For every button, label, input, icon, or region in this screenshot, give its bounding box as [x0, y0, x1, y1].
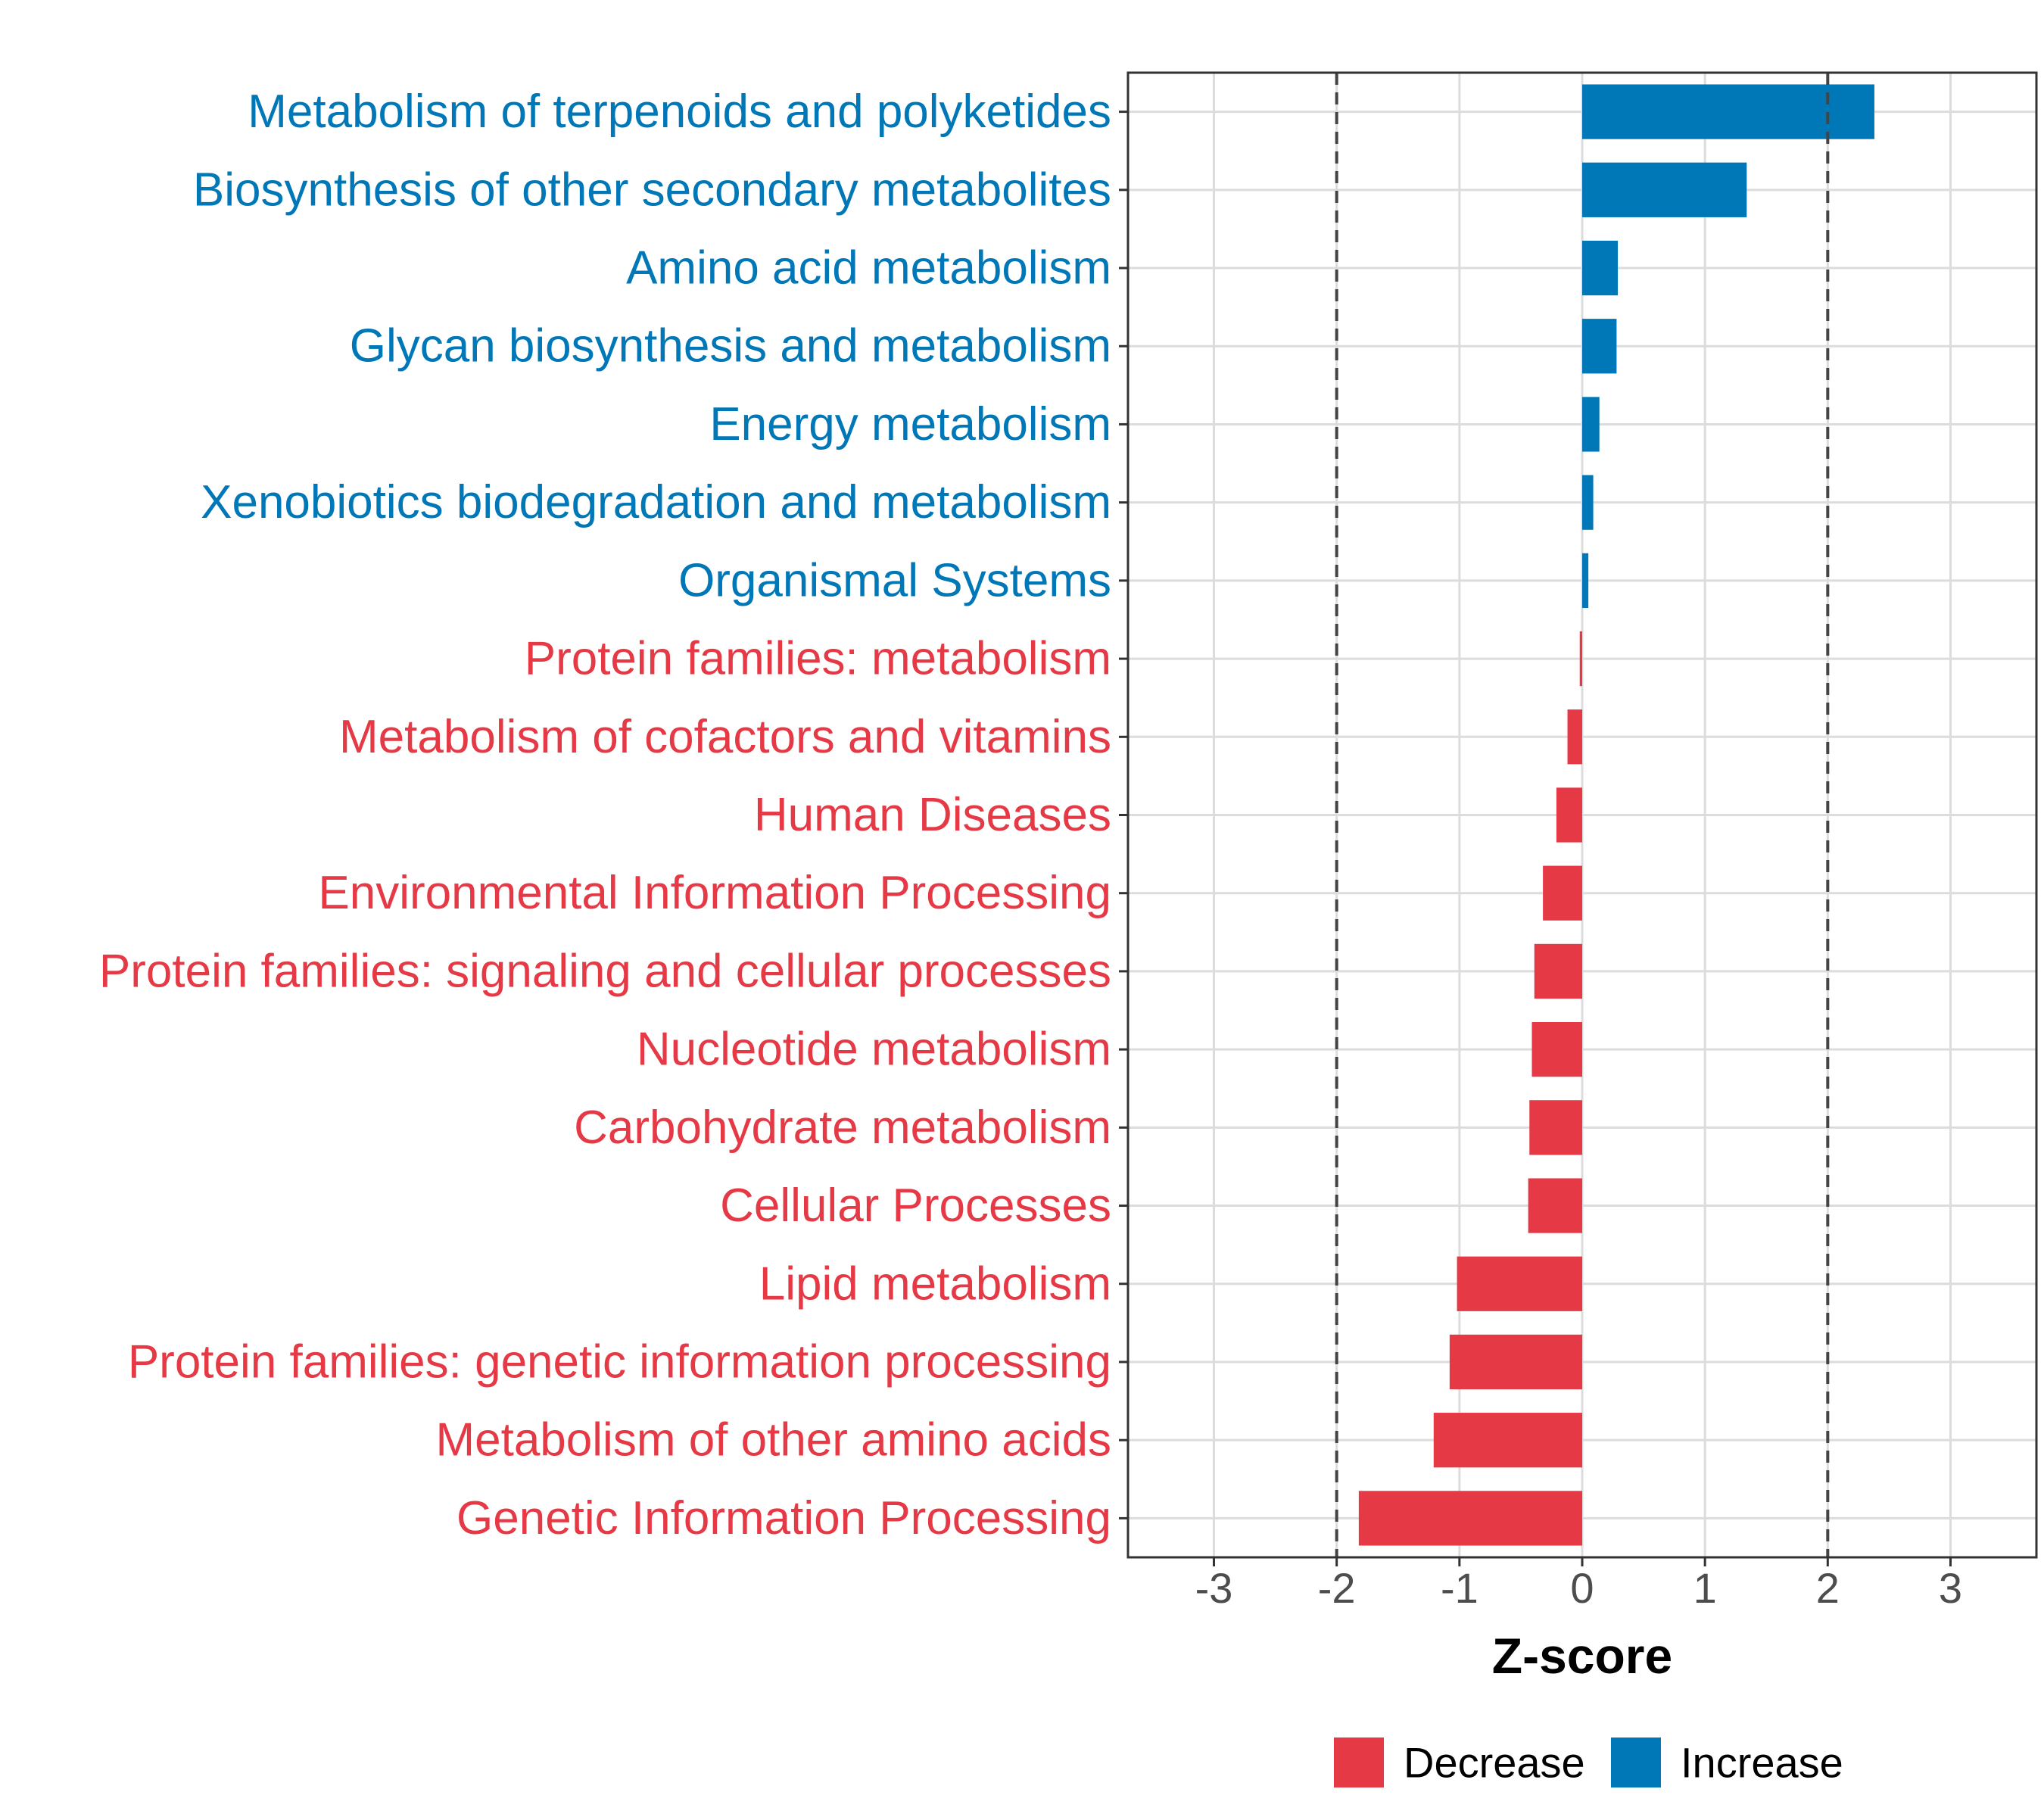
bar — [1433, 1413, 1582, 1468]
x-axis-title: Z-score — [1492, 1628, 1672, 1684]
category-label: Metabolism of terpenoids and polyketides — [248, 86, 1111, 138]
legend-label: Decrease — [1404, 1739, 1585, 1787]
x-tick-label: 0 — [1570, 1564, 1594, 1612]
category-label: Amino acid metabolism — [626, 242, 1111, 295]
bar — [1543, 865, 1582, 921]
bar — [1528, 1178, 1582, 1233]
bar — [1582, 553, 1589, 608]
bar — [1531, 1022, 1582, 1077]
bars — [1358, 84, 1874, 1546]
category-labels: Metabolism of terpenoids and polyketides… — [99, 86, 1128, 1544]
legend: Decrease Increase — [1334, 1738, 1843, 1787]
category-label: Environmental Information Processing — [318, 867, 1111, 919]
category-label: Xenobiotics biodegradation and metabolis… — [201, 476, 1111, 528]
category-label: Cellular Processes — [720, 1180, 1111, 1232]
category-label: Glycan biosynthesis and metabolism — [350, 320, 1111, 372]
reference-lines — [1335, 73, 1830, 1557]
category-label: Protein families: genetic information pr… — [128, 1335, 1111, 1388]
x-tick-label: -3 — [1195, 1564, 1233, 1612]
category-label: Carbohydrate metabolism — [574, 1102, 1111, 1154]
bar — [1582, 475, 1594, 530]
category-label: Protein families: signaling and cellular… — [99, 945, 1111, 997]
bar — [1529, 1100, 1582, 1155]
bar — [1582, 84, 1874, 139]
x-axis-ticks: -3 -2 -1 0 1 2 3 — [1195, 1557, 1962, 1612]
bar — [1358, 1491, 1582, 1546]
bar — [1457, 1256, 1582, 1311]
category-label: Biosynthesis of other secondary metaboli… — [193, 164, 1111, 216]
legend-swatch — [1334, 1738, 1384, 1787]
legend-label: Increase — [1681, 1739, 1843, 1787]
x-tick-label: 2 — [1816, 1564, 1840, 1612]
bar — [1567, 709, 1582, 765]
bar — [1582, 240, 1619, 296]
category-label: Genetic Information Processing — [456, 1492, 1111, 1544]
category-label: Metabolism of cofactors and vitamins — [339, 711, 1111, 763]
legend-swatch — [1611, 1738, 1661, 1787]
category-label: Protein families: metabolism — [525, 633, 1111, 685]
bar — [1449, 1334, 1582, 1390]
bar — [1582, 162, 1747, 217]
bar — [1582, 397, 1600, 452]
bar — [1579, 631, 1582, 687]
category-label: Nucleotide metabolism — [637, 1024, 1111, 1076]
x-tick-label: -1 — [1441, 1564, 1478, 1612]
category-label: Organismal Systems — [678, 554, 1111, 606]
category-label: Human Diseases — [754, 789, 1111, 841]
category-label: Metabolism of other amino acids — [435, 1414, 1111, 1466]
x-tick-label: -2 — [1318, 1564, 1356, 1612]
category-label: Lipid metabolism — [759, 1258, 1111, 1310]
bar — [1534, 943, 1582, 999]
bar — [1556, 787, 1582, 843]
x-tick-label: 3 — [1939, 1564, 1962, 1612]
bar — [1582, 319, 1617, 374]
category-label: Energy metabolism — [709, 398, 1111, 450]
x-tick-label: 1 — [1693, 1564, 1717, 1612]
